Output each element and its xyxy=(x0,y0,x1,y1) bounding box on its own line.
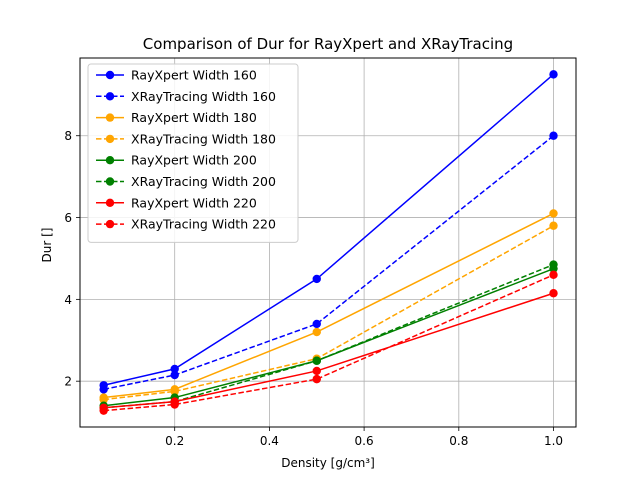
series-line xyxy=(103,267,554,407)
legend-marker xyxy=(105,219,115,229)
legend-item: RayXpert Width 200 xyxy=(96,153,257,168)
chart-title: Comparison of Dur for RayXpert and XRayT… xyxy=(143,35,513,53)
data-point xyxy=(170,364,179,374)
legend-item: XRayTracing Width 220 xyxy=(96,217,276,232)
y-tick-label: 4 xyxy=(64,293,72,307)
x-axis-label: Density [g/cm³] xyxy=(281,456,375,470)
data-point xyxy=(170,387,179,396)
data-point xyxy=(549,260,558,269)
series-7 xyxy=(99,289,558,412)
data-point xyxy=(312,366,321,376)
data-point xyxy=(312,319,321,329)
data-point xyxy=(99,385,108,394)
x-tick-label: 1.0 xyxy=(544,434,563,448)
plot-frame xyxy=(79,57,577,428)
legend-marker xyxy=(105,70,115,80)
data-point xyxy=(312,374,321,384)
legend-box xyxy=(87,63,299,243)
data-point xyxy=(549,70,558,79)
legend-item: RayXpert Width 220 xyxy=(96,195,257,210)
data-point xyxy=(170,400,179,409)
legend-label: XRayTracing Width 200 xyxy=(131,174,276,189)
legend-item: RayXpert Width 180 xyxy=(96,110,257,125)
data-point xyxy=(549,209,558,218)
legend-marker xyxy=(105,177,115,186)
data-point xyxy=(549,270,558,280)
data-point xyxy=(549,131,558,140)
data-point xyxy=(99,395,108,404)
legend-item: XRayTracing Width 200 xyxy=(96,174,276,189)
series-6 xyxy=(99,260,558,412)
legend-label: RayXpert Width 200 xyxy=(131,153,257,168)
series-line xyxy=(103,292,554,409)
legend: RayXpert Width 160 XRayTracing Width 160 R… xyxy=(87,63,299,243)
legend-label: RayXpert Width 160 xyxy=(131,68,257,83)
legend-marker xyxy=(105,198,115,207)
legend-label: RayXpert Width 180 xyxy=(131,110,257,125)
legend-marker xyxy=(105,156,115,165)
series-line xyxy=(103,274,554,412)
x-tick-label: 0.2 xyxy=(165,434,184,448)
legend-item: RayXpert Width 160 xyxy=(96,68,257,83)
legend-label: RayXpert Width 220 xyxy=(131,195,257,210)
series-5 xyxy=(99,264,558,410)
y-tick-label: 6 xyxy=(64,211,72,225)
x-axis-ticks: 0.2 0.4 0.6 0.8 1.0 xyxy=(165,427,563,448)
series-line xyxy=(103,212,554,399)
legend-label: XRayTracing Width 180 xyxy=(131,131,276,146)
legend-label: XRayTracing Width 160 xyxy=(131,89,276,104)
data-point xyxy=(312,356,321,365)
series-line xyxy=(103,135,554,391)
legend-item: XRayTracing Width 180 xyxy=(96,131,276,146)
data-point xyxy=(99,406,108,415)
legend-marker xyxy=(105,134,115,144)
y-tick-label: 2 xyxy=(64,375,72,389)
series-line xyxy=(103,225,554,401)
series-layer xyxy=(99,70,558,415)
series-2 xyxy=(99,131,558,394)
y-axis-label: Dur [] xyxy=(40,228,54,263)
series-line xyxy=(103,73,554,387)
data-point xyxy=(549,289,558,298)
series-4 xyxy=(99,221,558,404)
x-tick-label: 0.6 xyxy=(355,434,374,448)
y-axis-ticks: 2 4 6 8 xyxy=(64,129,80,389)
x-tick-label: 0.8 xyxy=(449,434,468,448)
x-tick-label: 0.4 xyxy=(260,434,279,448)
data-point xyxy=(312,327,321,337)
series-8 xyxy=(99,270,558,415)
data-point xyxy=(170,370,179,380)
y-tick-label: 8 xyxy=(64,129,72,143)
data-point xyxy=(312,274,321,284)
legend-item: XRayTracing Width 160 xyxy=(96,89,276,104)
series-line xyxy=(103,263,554,409)
data-point xyxy=(549,221,558,230)
legend-marker xyxy=(105,92,115,101)
legend-marker xyxy=(105,113,115,122)
legend-label: XRayTracing Width 220 xyxy=(131,217,276,232)
